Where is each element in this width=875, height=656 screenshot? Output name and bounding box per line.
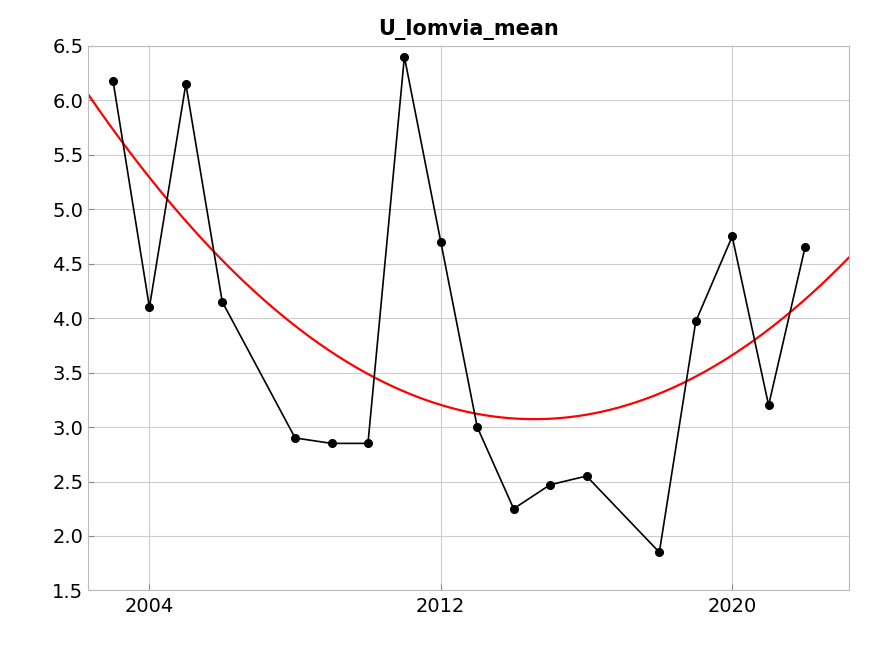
Title: U_lomvia_mean: U_lomvia_mean	[378, 19, 558, 40]
